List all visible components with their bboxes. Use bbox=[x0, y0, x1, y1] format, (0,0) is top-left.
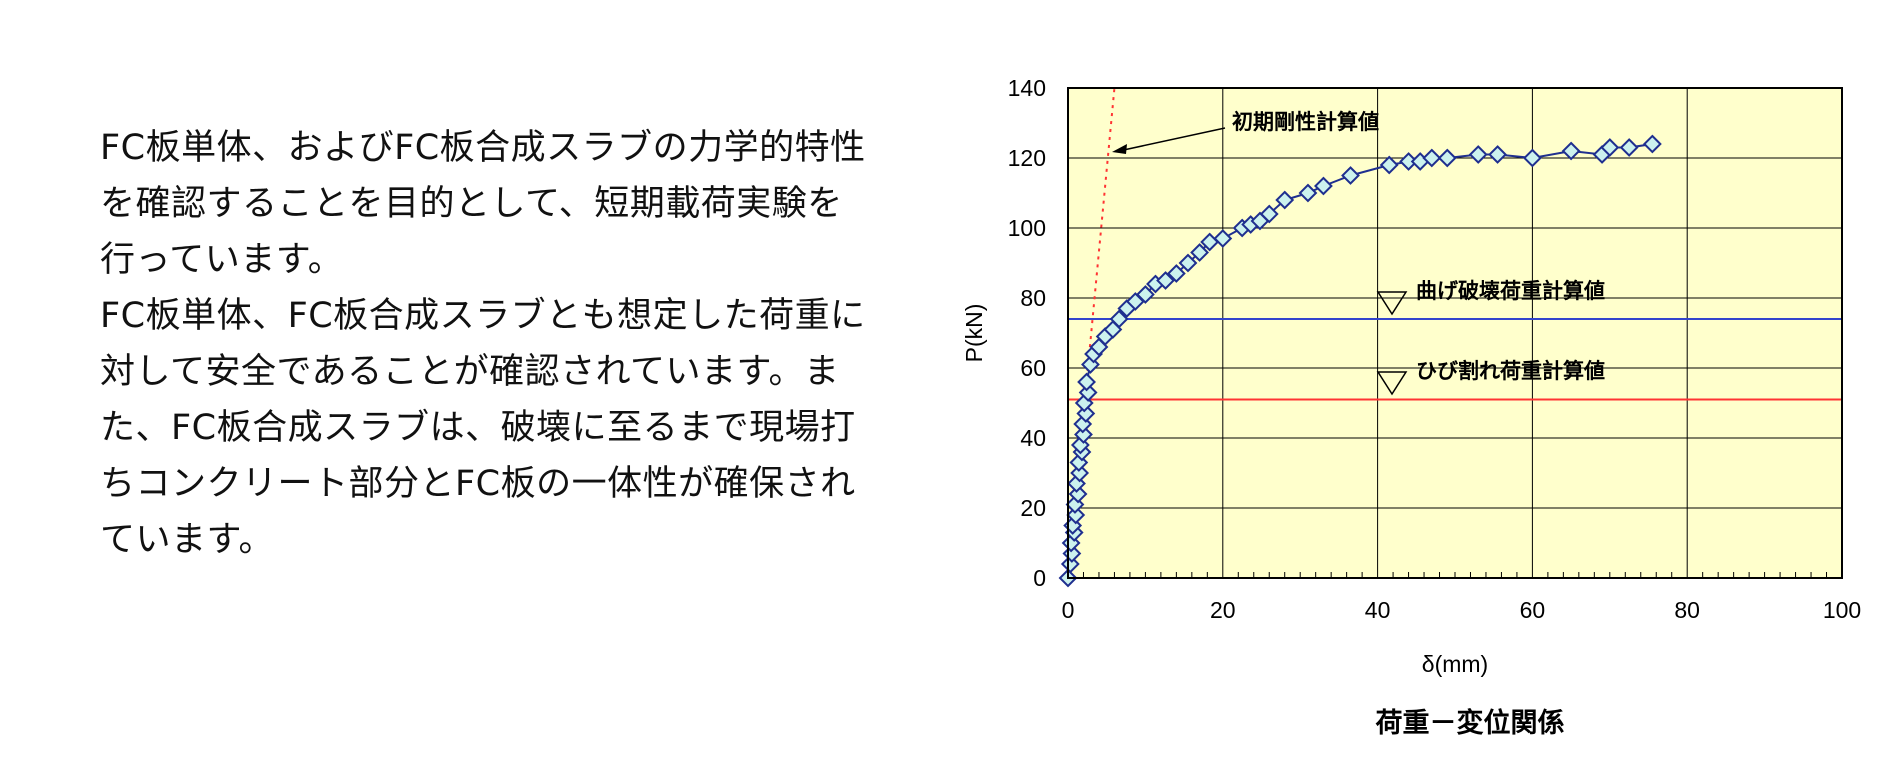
text-line: を確認することを目的として、短期載荷実験を bbox=[100, 184, 843, 224]
data-point bbox=[1600, 138, 1620, 157]
data-point bbox=[1298, 183, 1318, 203]
x-tick-labels: 0 20 40 60 80 100 bbox=[1062, 597, 1862, 623]
plot-area bbox=[1068, 88, 1842, 578]
x-tick-label: 80 bbox=[1674, 597, 1700, 623]
data-point bbox=[1190, 243, 1209, 262]
y-axis-label: P(kN) bbox=[961, 304, 987, 363]
text-line: 行っています。 bbox=[100, 240, 344, 280]
x-tick-label: 20 bbox=[1210, 597, 1236, 623]
data-point bbox=[1468, 145, 1488, 164]
triangle-marker bbox=[1376, 291, 1408, 316]
data-point bbox=[1522, 148, 1542, 168]
x-tick-label: 40 bbox=[1365, 597, 1391, 623]
annotation-label: 初期剛性計算値 bbox=[1232, 110, 1379, 134]
annotation-initial-stiffness: 初期剛性計算値 bbox=[1112, 110, 1379, 154]
y-tick-label: 120 bbox=[1008, 145, 1046, 171]
y-tick-label: 140 bbox=[1008, 75, 1046, 101]
data-point bbox=[1422, 148, 1442, 168]
data-point bbox=[1619, 138, 1639, 157]
data-point bbox=[1109, 309, 1129, 329]
data-point bbox=[1066, 505, 1086, 525]
data-point bbox=[1077, 372, 1096, 392]
data-point bbox=[1561, 141, 1581, 161]
data-markers bbox=[1058, 134, 1662, 588]
y-tick-label: 40 bbox=[1020, 425, 1046, 451]
text-line: ています。 bbox=[100, 520, 275, 560]
data-point bbox=[1070, 463, 1090, 483]
data-point bbox=[1275, 190, 1295, 210]
data-point bbox=[1135, 285, 1155, 304]
text-line: FC板単体、およびFC板合成スラブの力学的特性 bbox=[100, 128, 866, 168]
data-point bbox=[1314, 176, 1333, 196]
data-point bbox=[1379, 155, 1399, 175]
text-line: た、FC板合成スラブは、破壊に至るまで現場打 bbox=[100, 408, 856, 448]
data-point bbox=[1178, 253, 1198, 273]
data-point bbox=[1488, 145, 1507, 164]
x-tick-label: 60 bbox=[1520, 597, 1546, 623]
y-tick-labels: 0 20 40 60 80 100 120 140 bbox=[1008, 75, 1046, 591]
y-tick-label: 0 bbox=[1033, 565, 1046, 591]
annotation-label: ひび割れ荷重計算値 bbox=[1416, 359, 1605, 383]
text-line: 対して安全であることが確認されています。ま bbox=[100, 352, 840, 392]
description-text: FC板単体、およびFC板合成スラブの力学的特性 を確認することを目的として、短期… bbox=[100, 120, 900, 568]
y-tick-label: 60 bbox=[1020, 355, 1046, 381]
text-line: FC板単体、FC板合成スラブとも想定した荷重に bbox=[100, 296, 866, 336]
triangle-marker bbox=[1376, 371, 1408, 396]
data-point bbox=[1213, 229, 1233, 248]
annotation-label: 曲げ破壊荷重計算値 bbox=[1416, 279, 1605, 303]
data-point bbox=[1341, 166, 1360, 185]
annotation-cracking-load: ひび割れ荷重計算値 bbox=[1376, 359, 1605, 396]
data-point bbox=[1074, 425, 1093, 444]
y-tick-label: 100 bbox=[1008, 215, 1046, 241]
paragraph-1: FC板単体、およびFC板合成スラブの力学的特性 を確認することを目的として、短期… bbox=[100, 120, 900, 288]
x-tick-label: 0 bbox=[1062, 597, 1075, 623]
data-point bbox=[1259, 204, 1279, 224]
data-point bbox=[1166, 264, 1186, 283]
data-point bbox=[1642, 134, 1662, 154]
annotation-bending-failure: 曲げ破壊荷重計算値 bbox=[1376, 279, 1605, 316]
paragraph-2: FC板単体、FC板合成スラブとも想定した荷重に 対して安全であることが確認されて… bbox=[100, 288, 900, 568]
plot-frame bbox=[1067, 87, 1843, 579]
text-line: ちコンクリート部分とFC板の一体性が確保され bbox=[100, 464, 856, 504]
y-tick-label: 20 bbox=[1020, 495, 1046, 521]
y-tick-label: 80 bbox=[1020, 285, 1046, 311]
chart-caption: 荷重－変位関係 bbox=[1376, 707, 1565, 739]
data-point bbox=[1437, 148, 1457, 168]
data-point bbox=[1156, 271, 1175, 290]
x-axis-label: δ(mm) bbox=[1422, 651, 1488, 677]
x-tick-label: 100 bbox=[1823, 597, 1861, 623]
